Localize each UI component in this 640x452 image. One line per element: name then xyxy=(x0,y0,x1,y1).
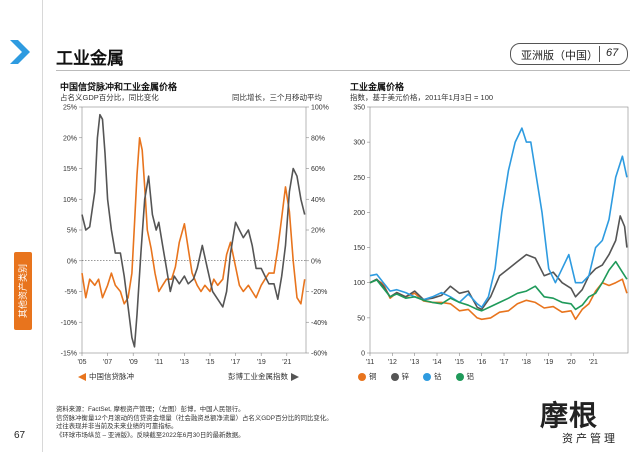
y-right-tick-label: 80% xyxy=(311,135,325,142)
zinc-dot-icon xyxy=(390,372,399,381)
series-line-metals-index xyxy=(81,113,306,348)
cobalt-dot-icon xyxy=(423,372,431,381)
y-left-tick-label: 25% xyxy=(63,105,77,112)
aluminum-dot-icon xyxy=(455,372,464,381)
x-tick-label: '21 xyxy=(282,359,291,366)
y-tick-label: 0 xyxy=(361,351,365,358)
sidebar-page-number: 67 xyxy=(14,430,26,441)
right-chart-subtitle: 指数，基于美元价格，2011年1月3日 = 100 xyxy=(350,93,494,102)
series-line-铝 xyxy=(369,260,628,312)
x-tick-label: '21 xyxy=(589,359,598,366)
plot-frame xyxy=(369,106,629,354)
brand-logo: 摩根 xyxy=(540,399,599,432)
left-legend-item-credit: 中国信贷脉冲 xyxy=(78,371,134,382)
series-line-铜 xyxy=(369,278,628,321)
y-right-tick-label: 0% xyxy=(311,258,321,265)
header-rule xyxy=(56,70,630,71)
left-legend-item-metals: 彭博工业金属指数 xyxy=(228,371,299,382)
left-chart-right-note: 同比增长，三个月移动平均 xyxy=(232,93,322,102)
x-tick-label: '19 xyxy=(257,359,266,366)
series-line-credit-impulse xyxy=(81,137,306,305)
x-tick-label: '09 xyxy=(129,359,138,366)
footer-line: 资料来源：FactSet, 摩根资产管理；（左图）彭博，中国人民银行。 xyxy=(56,406,245,413)
y-right-tick-label: 100% xyxy=(311,105,329,112)
sidebar xyxy=(0,0,42,452)
y-right-tick-label: 60% xyxy=(311,166,325,173)
footer-line: 《环球市场纵览 – 亚洲版》。反映截至2022年6月30日的最新数据。 xyxy=(56,431,245,439)
x-tick-label: '11 xyxy=(366,359,375,366)
plot-frame xyxy=(81,106,307,354)
x-tick-label: '16 xyxy=(477,359,486,366)
x-tick-label: '11 xyxy=(154,359,163,366)
y-left-tick-label: -10% xyxy=(61,320,77,327)
left-chart-title: 中国信贷脉冲和工业金属价格 xyxy=(60,82,178,92)
legend-item-copper: 铜 xyxy=(358,371,377,382)
x-tick-label: '14 xyxy=(432,359,441,366)
sidebar-tab-label: 其他资产类别 xyxy=(18,264,28,319)
region-label: 亚洲版（中国） xyxy=(521,50,598,62)
right-chart-title: 工业金属价格 xyxy=(350,82,405,92)
x-tick-label: '18 xyxy=(522,359,531,366)
x-tick-label: '19 xyxy=(544,359,553,366)
left-arrow-icon xyxy=(78,372,86,381)
brand-subtitle: 资产管理 xyxy=(562,433,618,445)
y-tick-label: 150 xyxy=(353,245,365,252)
footer-line: 过往表现并非当前及未来业绩的可靠指标。 xyxy=(56,423,178,430)
footer-line: 信贷脉冲衡量12个月滚动的信贷资金增量（社会融资总额净流量）占名义GDP百分比的… xyxy=(56,414,333,422)
y-tick-label: 100 xyxy=(353,280,365,287)
y-tick-label: 250 xyxy=(353,175,365,182)
y-right-tick-label: -40% xyxy=(311,320,327,327)
region-badge-divider xyxy=(599,46,600,62)
left-chart-subtitle: 占名义GDP百分比，同比变化 xyxy=(60,93,159,102)
page-title: 工业金属 xyxy=(56,49,124,68)
left-chart: -15% -10% -5% 0% 5% 10% 15% 20% 25% -60% -40% -20% 0… xyxy=(61,105,329,367)
y-left-tick-label: 20% xyxy=(63,135,77,142)
legend-item-cobalt: 钴 xyxy=(423,371,442,382)
y-right-tick-label: 20% xyxy=(311,228,325,235)
right-arrow-icon xyxy=(291,372,299,381)
x-tick-label: '20 xyxy=(566,359,575,366)
left-legend-label-metals: 彭博工业金属指数 xyxy=(228,372,288,381)
footer-notes: 资料来源：FactSet, 摩根资产管理；（左图）彭博，中国人民银行。 信贷脉冲… xyxy=(56,406,386,440)
region-badge: 亚洲版（中国） 67 xyxy=(510,43,628,65)
y-left-tick-label: -15% xyxy=(61,351,77,358)
y-right-tick-label: -60% xyxy=(311,351,327,358)
legend-item-zinc: 锌 xyxy=(390,371,410,382)
series-line-锌 xyxy=(369,215,628,311)
legend-label-copper: 铜 xyxy=(369,372,377,381)
legend-label-aluminum: 铝 xyxy=(466,372,475,381)
right-legend: 铜 锌 钴 铝 xyxy=(358,371,474,382)
y-right-tick-label: -20% xyxy=(311,289,327,296)
sidebar-section-tab[interactable]: 其他资产类别 xyxy=(14,252,32,330)
legend-item-aluminum: 铝 xyxy=(455,371,475,382)
right-chart: 0 50 100 150 200 250 300 350 '11 '12 '13 '14 '15 '16 '… xyxy=(353,105,629,366)
y-tick-label: 300 xyxy=(353,140,365,147)
y-left-tick-label: 10% xyxy=(63,197,77,204)
header-page-number: 67 xyxy=(606,47,619,59)
x-tick-label: '07 xyxy=(103,359,112,366)
x-tick-label: '15 xyxy=(455,359,464,366)
y-tick-label: 350 xyxy=(353,105,365,112)
legend-label-cobalt: 钴 xyxy=(434,372,442,381)
chevron-right-icon xyxy=(10,40,32,69)
x-tick-label: '05 xyxy=(77,359,86,366)
x-tick-label: '13 xyxy=(410,359,419,366)
y-left-tick-label: 0% xyxy=(67,258,77,265)
sidebar-divider xyxy=(42,0,43,452)
y-tick-label: 200 xyxy=(353,210,365,217)
x-tick-label: '17 xyxy=(231,359,240,366)
copper-dot-icon xyxy=(358,372,366,381)
y-right-tick-label: 40% xyxy=(311,197,325,204)
x-tick-label: '15 xyxy=(205,359,214,366)
legend-label-zinc: 锌 xyxy=(401,372,410,381)
x-tick-label: '13 xyxy=(180,359,189,366)
y-left-tick-label: -5% xyxy=(65,289,77,296)
x-tick-label: '12 xyxy=(388,359,397,366)
y-left-tick-label: 15% xyxy=(63,166,77,173)
x-tick-label: '17 xyxy=(499,359,508,366)
y-tick-label: 50 xyxy=(357,315,365,322)
y-left-tick-label: 5% xyxy=(67,228,77,235)
left-legend-label-credit: 中国信贷脉冲 xyxy=(89,372,134,381)
